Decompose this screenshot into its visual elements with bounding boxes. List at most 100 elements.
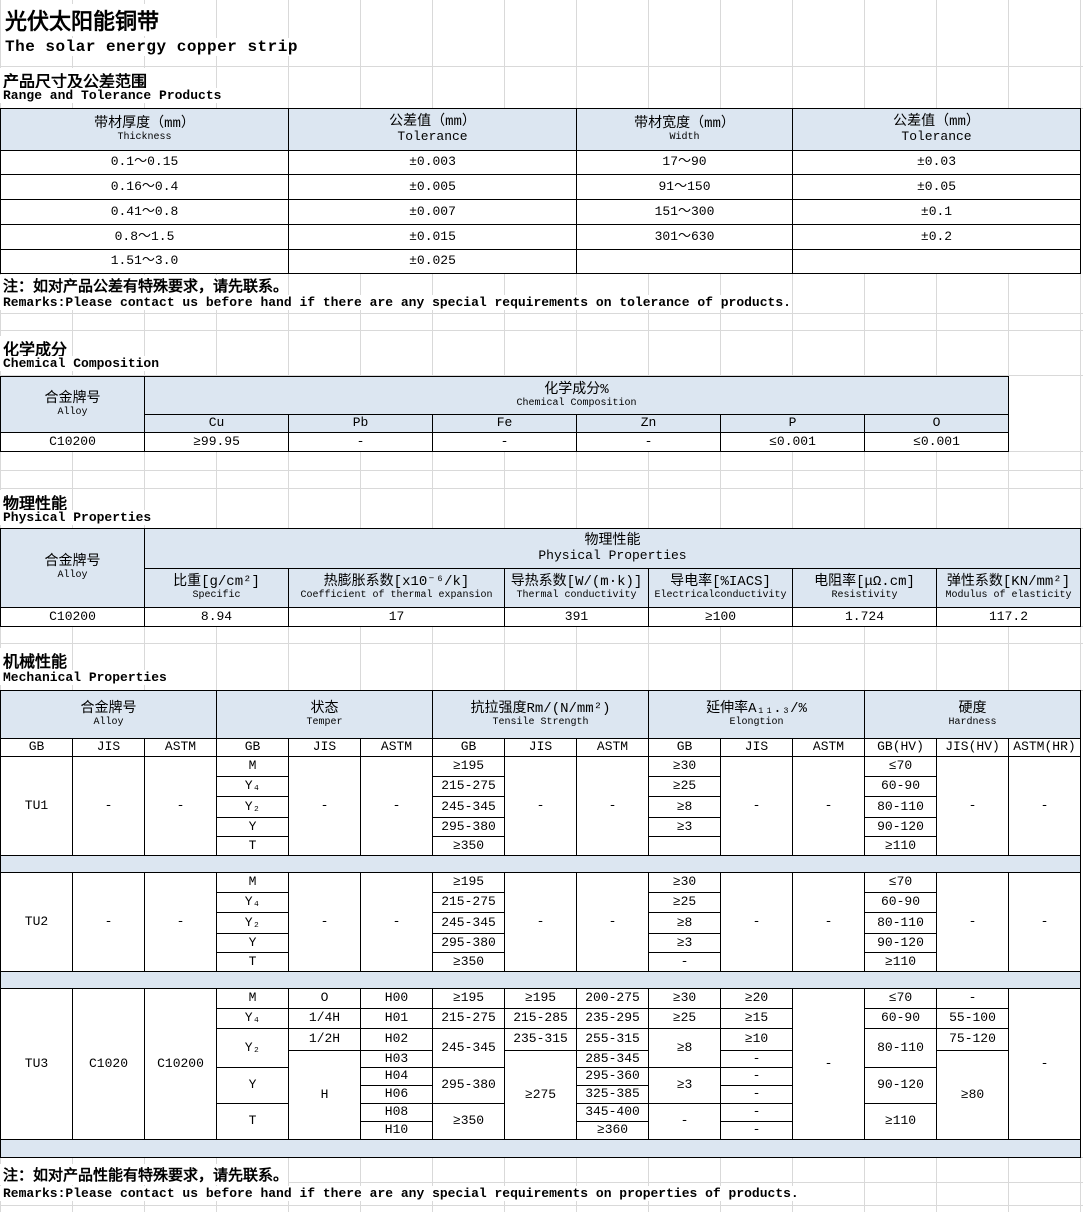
- mechanical-cell: -: [720, 756, 793, 856]
- cell-text: ≥15: [744, 1010, 769, 1026]
- cell-subtext: Width: [669, 131, 700, 143]
- cell-text: -: [968, 913, 977, 929]
- mechanical-cell: 60-90: [864, 1008, 937, 1029]
- title-en: The solar energy copper strip: [2, 38, 298, 56]
- cell-text: C1020: [88, 1055, 128, 1071]
- cell-text: ≥80: [960, 1086, 985, 1102]
- mechanical-subheader: GB: [648, 738, 721, 757]
- cell-text: JIS: [312, 739, 337, 755]
- cell-text: 化学成分%: [544, 381, 609, 398]
- cell-text: 391: [564, 608, 589, 624]
- cell-text: ±0.007: [409, 203, 456, 219]
- separator-row: [0, 855, 1081, 873]
- mechanical-cell: ≥110: [864, 952, 937, 972]
- cell-text: -: [680, 1113, 689, 1129]
- cell-text: Y: [248, 818, 257, 834]
- cell-subtext: Temper: [306, 716, 343, 728]
- mechanical-cell: ≥80: [936, 1050, 1009, 1140]
- cell-text: C10200: [157, 1055, 204, 1071]
- cell-text: T: [248, 1113, 257, 1129]
- cell-text: ≥110: [884, 953, 917, 969]
- mechanical-cell: -: [720, 1103, 793, 1122]
- alloy-cell: -: [144, 872, 217, 972]
- cell-text: Zn: [640, 415, 657, 431]
- cell-text: 235-295: [585, 1010, 640, 1026]
- alloy-cell: TU1: [0, 756, 73, 856]
- chemical-element-header: Pb: [288, 414, 433, 433]
- cell-text: Y₂: [244, 1039, 261, 1055]
- physical-alloy-header: 合金牌号 Alloy: [0, 528, 145, 608]
- cell-text: ≥195: [452, 874, 485, 890]
- cell-text: -: [752, 913, 761, 929]
- cell-text: -: [752, 1068, 761, 1084]
- mechanical-cell: 325-385: [576, 1085, 649, 1104]
- cell-text: 热膨胀系数[x10⁻⁶/k]: [323, 574, 470, 591]
- range-note-zh: 注：如对产品公差有特殊要求，请先联系。: [0, 275, 289, 296]
- cell-text: 导热系数[W/(m·k)]: [510, 574, 643, 591]
- cell-text: 带材宽度（mm）: [634, 115, 735, 132]
- cell-text: Y₂: [244, 798, 261, 814]
- physical-heading-en: Physical Properties: [0, 510, 152, 525]
- mechanical-heading-zh: 机械性能: [0, 648, 68, 672]
- mechanical-cell: ≥20: [720, 988, 793, 1009]
- mechanical-subheader: JIS: [720, 738, 793, 757]
- physical-prop-header: 电阻率[μΩ.cm] Resistivity: [792, 568, 937, 608]
- physical-prop-header: 热膨胀系数[x10⁻⁶/k] Coefficient of thermal exp…: [288, 568, 505, 608]
- cell-subtext: Tolerance: [901, 129, 972, 145]
- cell-text: 60-90: [880, 778, 920, 794]
- cell-text: ±0.005: [409, 178, 456, 194]
- cell-text: 151～300: [654, 203, 715, 219]
- cell-text: 60-90: [880, 1010, 920, 1026]
- mechanical-cell: -: [792, 756, 865, 856]
- cell-text: 导电率[%IACS]: [670, 574, 771, 591]
- cell-text: 1/2H: [308, 1031, 341, 1047]
- cell-text: ≥25: [672, 894, 697, 910]
- cell-text: -: [824, 1055, 833, 1071]
- physical-cell: 1.724: [792, 607, 937, 627]
- physical-prop-header: 导热系数[W/(m·k)] Thermal conductivity: [504, 568, 649, 608]
- cell-subtext: Electricalconductivity: [654, 590, 787, 602]
- range-table-cell: ±0.003: [288, 150, 577, 175]
- cell-text: JIS(HV): [945, 739, 1000, 755]
- range-table-cell: 1.51～3.0: [0, 249, 289, 274]
- cell-text: ASTM(HR): [1013, 739, 1076, 755]
- alloy-cell: -: [72, 872, 145, 972]
- cell-text: 60-90: [880, 894, 920, 910]
- cell-text: O: [320, 990, 329, 1006]
- cell-text: ≥25: [672, 1010, 697, 1026]
- cell-text: ±0.05: [916, 178, 956, 194]
- cell-text: H: [320, 1086, 329, 1102]
- mechanical-cell: -: [720, 1085, 793, 1104]
- mechanical-cell: 215-275: [432, 892, 505, 913]
- range-column-header: 公差值（mm） Tolerance: [792, 108, 1081, 151]
- range-table-cell: 17～90: [576, 150, 793, 175]
- cell-text: 285-345: [585, 1050, 640, 1066]
- mechanical-cell: -: [576, 756, 649, 856]
- cell-text: ASTM: [380, 739, 413, 755]
- cell-text: -: [104, 913, 113, 929]
- mechanical-cell: Y: [216, 933, 289, 953]
- alloy-cell: C10200: [144, 988, 217, 1140]
- cell-text: H02: [384, 1031, 409, 1047]
- cell-text: ≥30: [672, 874, 697, 890]
- cell-text: ≥3: [676, 1077, 693, 1093]
- cell-subtext: Thermal conductivity: [516, 590, 637, 602]
- cell-text: 合金牌号: [44, 554, 101, 571]
- cell-text: H10: [384, 1122, 409, 1138]
- mechanical-cell: 90-120: [864, 933, 937, 953]
- mechanical-cell: 235-295: [576, 1008, 649, 1029]
- cell-text: -: [320, 797, 329, 813]
- cell-text: 物理性能: [584, 532, 641, 549]
- cell-text: Cu: [208, 415, 225, 431]
- cell-text: TU1: [24, 797, 49, 813]
- cell-text: TU2: [24, 913, 49, 929]
- cell-text: 1.51～3.0: [110, 253, 179, 269]
- range-table-cell: ±0.025: [288, 249, 577, 274]
- cell-text: JIS: [744, 739, 769, 755]
- cell-text: -: [176, 913, 185, 929]
- chemical-cell: C10200: [0, 432, 145, 452]
- physical-cell: ≥100: [648, 607, 793, 627]
- cell-text: 80-110: [877, 798, 924, 814]
- mechanical-cell: M: [216, 872, 289, 893]
- mechanical-cell: 55-100: [936, 1008, 1009, 1029]
